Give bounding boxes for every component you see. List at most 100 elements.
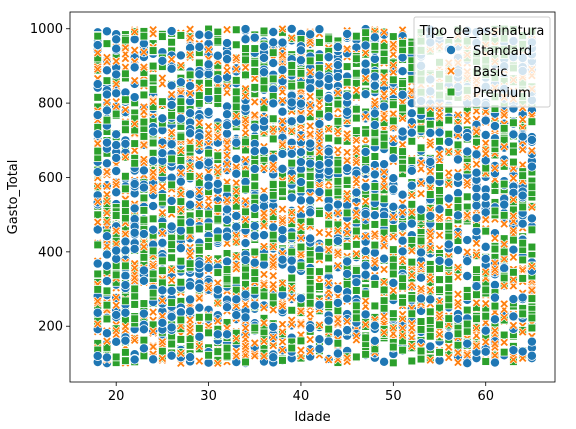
data-point-premium — [435, 275, 444, 284]
data-point-standard — [480, 325, 491, 336]
data-point-standard — [342, 313, 353, 324]
data-point-basic — [157, 296, 168, 306]
data-point-premium — [130, 284, 139, 294]
data-point-premium — [444, 221, 454, 231]
data-point-standard — [258, 116, 269, 127]
data-point-standard — [166, 99, 177, 110]
data-point-premium — [195, 91, 204, 100]
data-point-premium — [250, 58, 260, 68]
data-point-standard — [157, 317, 168, 328]
data-point-basic — [434, 111, 445, 121]
data-point-basic — [231, 111, 241, 121]
data-point-premium — [370, 301, 380, 311]
data-point-basic — [240, 128, 251, 138]
data-point-premium — [139, 206, 149, 215]
data-point-premium — [472, 137, 481, 147]
data-point-premium — [148, 288, 158, 298]
data-point-standard — [175, 176, 186, 187]
data-point-standard — [397, 66, 408, 77]
data-point-premium — [389, 146, 398, 155]
data-point-standard — [194, 283, 205, 294]
data-point-standard — [323, 93, 334, 104]
data-point-premium — [250, 67, 260, 76]
data-point-basic — [93, 181, 103, 191]
data-point-standard — [305, 195, 316, 206]
data-point-basic — [222, 81, 232, 91]
data-point-premium — [333, 306, 343, 315]
data-point-standard — [305, 323, 316, 334]
data-point-standard — [249, 32, 260, 43]
data-point-premium — [407, 200, 417, 209]
data-point-basic — [240, 115, 251, 125]
data-point-premium — [250, 172, 260, 182]
data-point-basic — [360, 73, 371, 84]
data-point-standard — [425, 294, 436, 305]
data-point-standard — [305, 138, 316, 149]
data-point-premium — [518, 274, 527, 283]
data-point-basic — [240, 154, 251, 164]
data-point-standard — [526, 350, 537, 361]
data-point-standard — [360, 309, 371, 320]
data-point-standard — [120, 270, 131, 281]
data-point-premium — [352, 313, 361, 323]
data-point-basic — [268, 340, 278, 351]
data-point-standard — [499, 199, 510, 210]
data-point-standard — [120, 307, 131, 318]
data-point-standard — [443, 257, 454, 268]
data-point-premium — [361, 333, 370, 343]
data-point-basic — [397, 330, 408, 341]
data-point-basic — [259, 280, 269, 290]
data-point-standard — [295, 114, 306, 125]
data-point-basic — [305, 121, 315, 131]
data-point-standard — [452, 245, 463, 256]
data-point-standard — [323, 157, 334, 168]
data-point-basic — [277, 95, 288, 106]
data-point-basic — [324, 355, 334, 365]
data-point-basic — [185, 50, 195, 60]
data-point-standard — [101, 89, 112, 100]
data-point-basic — [471, 323, 482, 333]
data-point-standard — [471, 149, 482, 160]
data-point-premium — [361, 128, 370, 138]
data-point-premium — [139, 253, 149, 262]
data-point-standard — [222, 38, 233, 49]
data-point-premium — [324, 133, 333, 143]
data-point-premium — [518, 238, 527, 248]
data-point-standard — [157, 237, 168, 248]
data-point-premium — [324, 324, 333, 334]
data-point-basic — [222, 195, 232, 205]
data-point-standard — [314, 186, 325, 197]
data-point-premium — [93, 285, 103, 294]
data-point-premium — [490, 138, 500, 148]
data-point-standard — [203, 30, 214, 41]
data-point-standard — [379, 159, 390, 170]
data-point-standard — [111, 43, 122, 54]
data-point-basic — [277, 301, 288, 311]
data-point-basic — [453, 272, 463, 282]
data-point-standard — [508, 129, 519, 140]
data-point-standard — [397, 126, 408, 137]
data-point-standard — [425, 174, 436, 185]
data-point-premium — [296, 80, 306, 90]
data-point-premium — [481, 357, 491, 366]
data-point-premium — [222, 183, 232, 193]
data-point-premium — [324, 238, 333, 247]
data-point-basic — [93, 197, 103, 207]
data-point-basic — [222, 238, 232, 249]
data-point-premium — [398, 163, 407, 173]
data-point-standard — [416, 247, 427, 258]
data-point-standard — [212, 178, 223, 189]
data-point-basic — [130, 27, 140, 37]
data-point-basic — [416, 284, 426, 294]
legend-title: Tipo_de_assinatura — [419, 24, 545, 39]
data-point-basic — [148, 342, 158, 352]
data-point-standard — [416, 204, 427, 215]
data-point-basic — [425, 355, 435, 365]
data-point-basic — [342, 316, 352, 326]
data-point-basic — [277, 319, 288, 329]
data-point-premium — [213, 233, 223, 243]
data-point-standard — [342, 268, 353, 279]
data-point-standard — [397, 320, 408, 331]
data-point-basic — [296, 132, 306, 142]
